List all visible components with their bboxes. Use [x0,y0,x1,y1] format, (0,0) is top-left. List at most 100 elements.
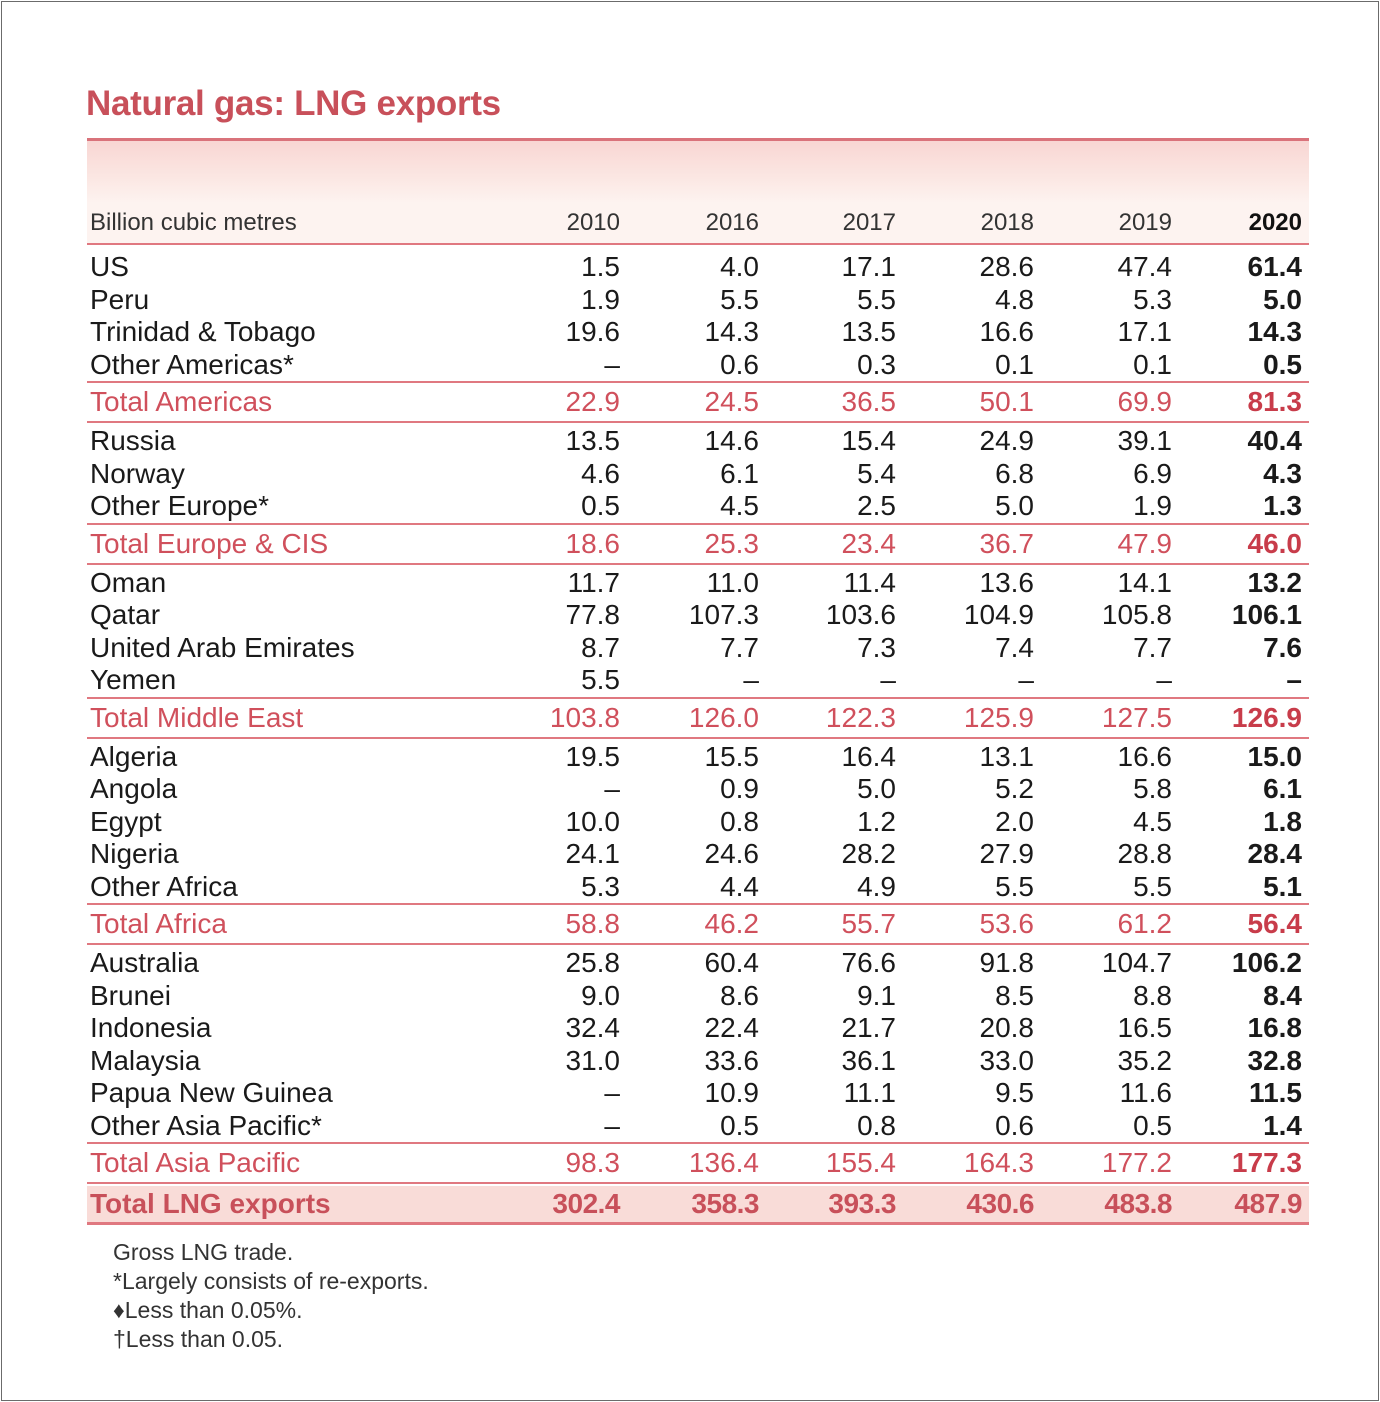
row-value-2018: 2.0 [995,805,1034,837]
row-value-2019: 0.5 [1133,1109,1172,1141]
row-value-2018: 164.3 [963,1147,1034,1178]
row-value-2016: 0.8 [720,805,759,837]
table-row: United Arab Emirates 8.7 7.7 7.3 7.4 7.7 7.6 [87,632,1309,665]
row-value-2018: 24.9 [979,425,1035,456]
row-value-2020: 40.4 [1247,425,1303,456]
row-value-2020: 11.5 [1249,1077,1302,1108]
row-value-2010: 1.5 [581,251,620,282]
row-value-2020: 126.9 [1231,701,1302,733]
table-total-row: Total Africa 58.8 46.2 55.7 53.6 61.2 56.4 [87,903,1309,945]
row-label: Brunei [90,979,171,1011]
row-value-2017: 23.4 [841,527,897,559]
row-value-2019: 7.7 [1133,631,1172,663]
row-value-2017: 2.5 [857,490,896,521]
row-label: Papua New Guinea [90,1077,333,1108]
row-value-2010: 302.4 [552,1188,620,1219]
table-row: Oman 11.7 11.0 11.4 13.6 14.1 13.2 [87,567,1309,600]
row-value-2010: 13.5 [565,425,621,456]
row-value-2019: 1.9 [1133,490,1172,521]
table-row: Qatar 77.8 107.3 103.6 104.9 105.8 106.1 [87,599,1309,632]
footnote: ♦Less than 0.05%. [113,1297,303,1323]
row-value-2019: 5.5 [1133,870,1172,902]
row-value-2020: 106.2 [1231,947,1302,978]
row-value-2018: 91.8 [979,947,1035,978]
row-label: Total Asia Pacific [90,1147,301,1178]
row-value-2018: 28.6 [979,251,1035,282]
row-value-2016: 126.0 [688,701,759,733]
row-value-2017: 17.1 [841,251,897,282]
row-value-2017: 11.1 [843,1077,896,1108]
row-value-2016: 10.9 [704,1077,760,1108]
row-label: Total Americas [90,386,273,417]
row-value-2016: 5.5 [720,283,759,315]
row-value-2018: 33.0 [979,1044,1035,1076]
row-value-2020: – [1286,664,1302,695]
table-row: Angola – 0.9 5.0 5.2 5.8 6.1 [87,773,1309,806]
row-value-2018: 20.8 [979,1012,1035,1043]
table-row: Other Europe* 0.5 4.5 2.5 5.0 1.9 1.3 [87,490,1309,523]
row-value-2010: 25.8 [565,947,621,978]
row-value-2020: 0.5 [1263,348,1302,380]
row-value-2017: 155.4 [825,1147,896,1178]
table-row: Yemen 5.5 – – – – – [87,664,1309,697]
row-value-2010: 103.8 [549,701,620,733]
row-value-2016: 14.6 [704,425,760,456]
row-value-2020: 4.3 [1263,457,1302,489]
row-value-2018: 430.6 [966,1188,1034,1219]
row-value-2019: 16.5 [1117,1012,1173,1043]
row-value-2019: 8.8 [1133,979,1172,1011]
table-row: Peru 1.9 5.5 5.5 4.8 5.3 5.0 [87,284,1309,317]
row-value-2019: 483.8 [1104,1188,1172,1219]
row-value-2018: 5.5 [995,870,1034,902]
row-label: Egypt [90,805,162,837]
row-value-2017: 36.1 [841,1044,897,1076]
row-value-2010: 98.3 [565,1147,621,1178]
row-value-2016: 24.5 [704,386,760,417]
row-value-2018: 5.0 [995,490,1034,521]
row-value-2020: 28.4 [1247,838,1303,869]
row-value-2010: 24.1 [565,838,621,869]
row-value-2019: 177.2 [1101,1147,1172,1178]
footnote: †Less than 0.05. [113,1326,284,1352]
row-value-2018: 36.7 [979,527,1035,559]
row-value-2018: – [1018,664,1034,695]
row-value-2010: 18.6 [565,527,621,559]
row-value-2016: 33.6 [704,1044,760,1076]
row-value-2010: 8.7 [581,631,620,663]
year-header-2016: 2016 [705,209,759,236]
row-value-2017: 13.5 [841,316,897,347]
row-value-2010: 5.5 [581,664,620,695]
row-value-2016: – [743,664,759,695]
row-label: Other Europe* [90,490,269,521]
row-value-2017: 16.4 [841,740,897,772]
row-value-2017: 122.3 [825,701,896,733]
page-title: Natural gas: LNG exports [86,84,501,123]
row-label: Qatar [90,599,161,630]
table-total-row: Total Americas 22.9 24.5 36.5 50.1 69.9 81.3 [87,381,1309,423]
row-value-2016: 6.1 [720,457,759,489]
row-value-2019: 6.9 [1133,457,1172,489]
row-label: Nigeria [90,838,179,869]
row-value-2020: 13.2 [1247,566,1303,598]
row-value-2020: 6.1 [1263,773,1302,804]
table-total-row: Total Asia Pacific 98.3 136.4 155.4 164.3 177… [87,1142,1309,1184]
row-value-2019: 61.2 [1117,908,1173,939]
row-value-2019: 11.6 [1119,1077,1172,1108]
row-label: Australia [90,947,199,978]
row-value-2020: 15.0 [1247,740,1303,772]
row-value-2020: 7.6 [1263,631,1302,663]
table-row: Other Asia Pacific* – 0.5 0.8 0.6 0.5 1.4 [87,1110,1309,1143]
row-value-2018: 50.1 [979,386,1035,417]
row-value-2019: 69.9 [1117,386,1173,417]
row-value-2017: 5.4 [857,457,896,489]
row-value-2010: 11.7 [567,566,620,598]
row-value-2020: 1.3 [1263,490,1302,521]
row-value-2016: 15.5 [704,740,760,772]
row-value-2016: 4.4 [720,870,759,902]
row-value-2016: 46.2 [704,908,760,939]
row-value-2019: 104.7 [1101,947,1172,978]
row-label: Angola [90,773,178,804]
footnote: *Largely consists of re-exports. [113,1268,429,1294]
row-value-2018: 0.1 [995,348,1034,380]
